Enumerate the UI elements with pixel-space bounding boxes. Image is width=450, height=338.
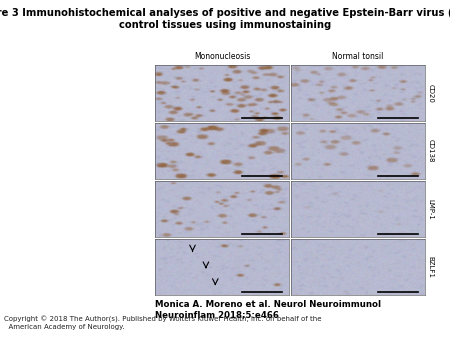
Text: CD138: CD138 (427, 139, 433, 163)
Text: Figure 3 Immunohistochemical analyses of positive and negative Epstein-Barr viru: Figure 3 Immunohistochemical analyses of… (0, 8, 450, 30)
Text: BZLF1: BZLF1 (427, 256, 433, 278)
Text: Copyright © 2018 The Author(s). Published by Wolters Kluwer Health, Inc. on beha: Copyright © 2018 The Author(s). Publishe… (4, 315, 322, 330)
Text: LMP-1: LMP-1 (427, 198, 433, 219)
Text: Monica A. Moreno et al. Neurol Neuroimmunol
Neuroinflam 2018;5:e466: Monica A. Moreno et al. Neurol Neuroimmu… (155, 300, 381, 319)
Text: CD20: CD20 (427, 83, 433, 102)
Text: Normal tonsil: Normal tonsil (332, 52, 384, 61)
Text: Mononucleosis: Mononucleosis (194, 52, 250, 61)
